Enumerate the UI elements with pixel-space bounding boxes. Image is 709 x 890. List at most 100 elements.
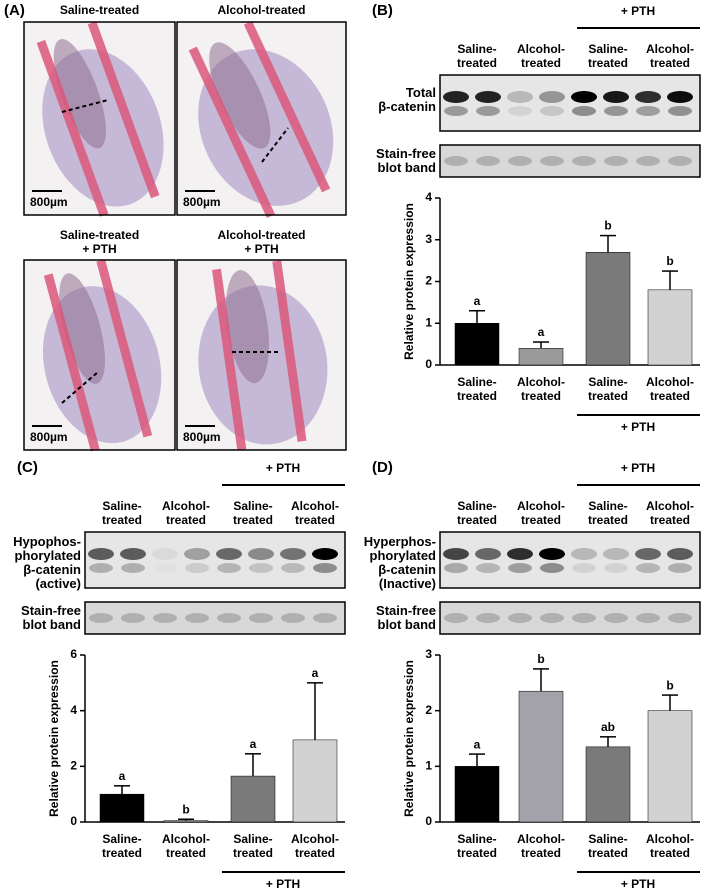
blot-band bbox=[121, 563, 145, 573]
blot-band bbox=[476, 563, 500, 573]
blot-band bbox=[508, 106, 532, 116]
panel-label: (B) bbox=[372, 2, 393, 19]
blot-column-label: Saline-treated bbox=[587, 42, 628, 70]
scale-label: 800µm bbox=[30, 195, 68, 209]
significance-letter: b bbox=[604, 219, 611, 233]
significance-letter: a bbox=[474, 737, 481, 751]
group-label: + PTH bbox=[621, 420, 655, 434]
panel-label: (C) bbox=[17, 459, 38, 476]
scale-label: 800µm bbox=[183, 430, 221, 444]
blot-column-label: Saline-treated bbox=[232, 499, 273, 527]
blot-band bbox=[280, 548, 306, 560]
blot-band bbox=[572, 156, 596, 166]
blot-band bbox=[217, 563, 241, 573]
blot-band bbox=[604, 106, 628, 116]
y-tick-label: 1 bbox=[425, 315, 432, 329]
group-label: + PTH bbox=[621, 877, 655, 890]
bar bbox=[454, 766, 500, 823]
cortical-bone bbox=[36, 39, 109, 217]
blot-band bbox=[444, 106, 468, 116]
blot-band bbox=[539, 548, 565, 560]
image-frame bbox=[176, 259, 347, 451]
blot-band bbox=[216, 548, 242, 560]
bar bbox=[230, 775, 276, 823]
blot-band bbox=[572, 563, 596, 573]
western-blot bbox=[84, 531, 346, 589]
blot-band bbox=[539, 91, 565, 103]
blot-column-label: Alcohol-treated bbox=[517, 42, 565, 70]
significance-letter: a bbox=[119, 769, 126, 783]
blot-band bbox=[540, 563, 564, 573]
x-tick-label: Saline-treated bbox=[232, 832, 273, 860]
group-label: + PTH bbox=[266, 877, 300, 890]
bar bbox=[163, 820, 209, 823]
bar bbox=[647, 710, 693, 823]
blot-band bbox=[313, 613, 337, 623]
y-tick-label: 6 bbox=[70, 647, 77, 661]
bar bbox=[518, 348, 564, 366]
bar bbox=[585, 746, 631, 823]
blot-column-label: Saline-treated bbox=[456, 42, 497, 70]
bar bbox=[292, 739, 338, 823]
blot-band bbox=[476, 106, 500, 116]
blot-band bbox=[185, 613, 209, 623]
western-blot bbox=[439, 74, 701, 132]
blot-band bbox=[248, 548, 274, 560]
blot-band bbox=[312, 548, 338, 560]
image-title: Saline-treated + PTH bbox=[59, 228, 140, 256]
marrow bbox=[209, 42, 271, 149]
significance-letter: ab bbox=[601, 720, 615, 734]
y-tick-label: 4 bbox=[70, 703, 77, 717]
blot-band bbox=[571, 548, 597, 560]
blot-column-label: Saline-treated bbox=[587, 499, 628, 527]
blot-band bbox=[668, 563, 692, 573]
blot-band bbox=[540, 156, 564, 166]
blot-band bbox=[636, 106, 660, 116]
blot-band bbox=[217, 613, 241, 623]
blot-band bbox=[604, 156, 628, 166]
blot-row-label: Hypophos- phorylated β-catenin (active) bbox=[13, 534, 81, 591]
y-tick-label: 0 bbox=[70, 814, 77, 828]
marrow bbox=[225, 270, 270, 384]
blot-band bbox=[636, 563, 660, 573]
blot-band bbox=[508, 563, 532, 573]
cortical-bone bbox=[87, 21, 160, 199]
blot-band bbox=[476, 156, 500, 166]
fracture-line bbox=[61, 99, 109, 113]
blot-band bbox=[444, 613, 468, 623]
blot-band bbox=[540, 613, 564, 623]
x-tick-label: Saline-treated bbox=[587, 832, 628, 860]
blot-band bbox=[475, 548, 501, 560]
blot-band bbox=[636, 156, 660, 166]
blot-band bbox=[88, 548, 114, 560]
blot-column-label: Alcohol-treated bbox=[162, 499, 210, 527]
significance-letter: a bbox=[538, 325, 545, 339]
x-tick-label: Alcohol-treated bbox=[646, 375, 694, 403]
western-blot bbox=[439, 531, 701, 589]
group-label: + PTH bbox=[621, 4, 655, 18]
blot-band bbox=[121, 613, 145, 623]
cortical-bone bbox=[43, 273, 100, 452]
x-tick-label: Alcohol-treated bbox=[646, 832, 694, 860]
blot-column-label: Saline-treated bbox=[101, 499, 142, 527]
significance-letter: a bbox=[474, 294, 481, 308]
y-tick-label: 3 bbox=[425, 232, 432, 246]
y-axis-title: Relative protein expression bbox=[402, 203, 416, 360]
cortical-bone bbox=[188, 46, 276, 219]
image-frame bbox=[23, 259, 176, 451]
scale-label: 800µm bbox=[30, 430, 68, 444]
significance-letter: b bbox=[666, 678, 673, 692]
blot-band bbox=[667, 548, 693, 560]
x-tick-label: Saline-treated bbox=[456, 375, 497, 403]
y-tick-label: 4 bbox=[425, 190, 432, 204]
blot-band bbox=[540, 106, 564, 116]
panel-label: (A) bbox=[4, 2, 25, 19]
y-axis-title: Relative protein expression bbox=[402, 660, 416, 817]
x-tick-label: Saline-treated bbox=[587, 375, 628, 403]
blot-band bbox=[249, 613, 273, 623]
bar bbox=[454, 323, 500, 366]
image-title: Alcohol-treated bbox=[217, 3, 306, 17]
blot-band bbox=[507, 91, 533, 103]
group-label: + PTH bbox=[266, 461, 300, 475]
